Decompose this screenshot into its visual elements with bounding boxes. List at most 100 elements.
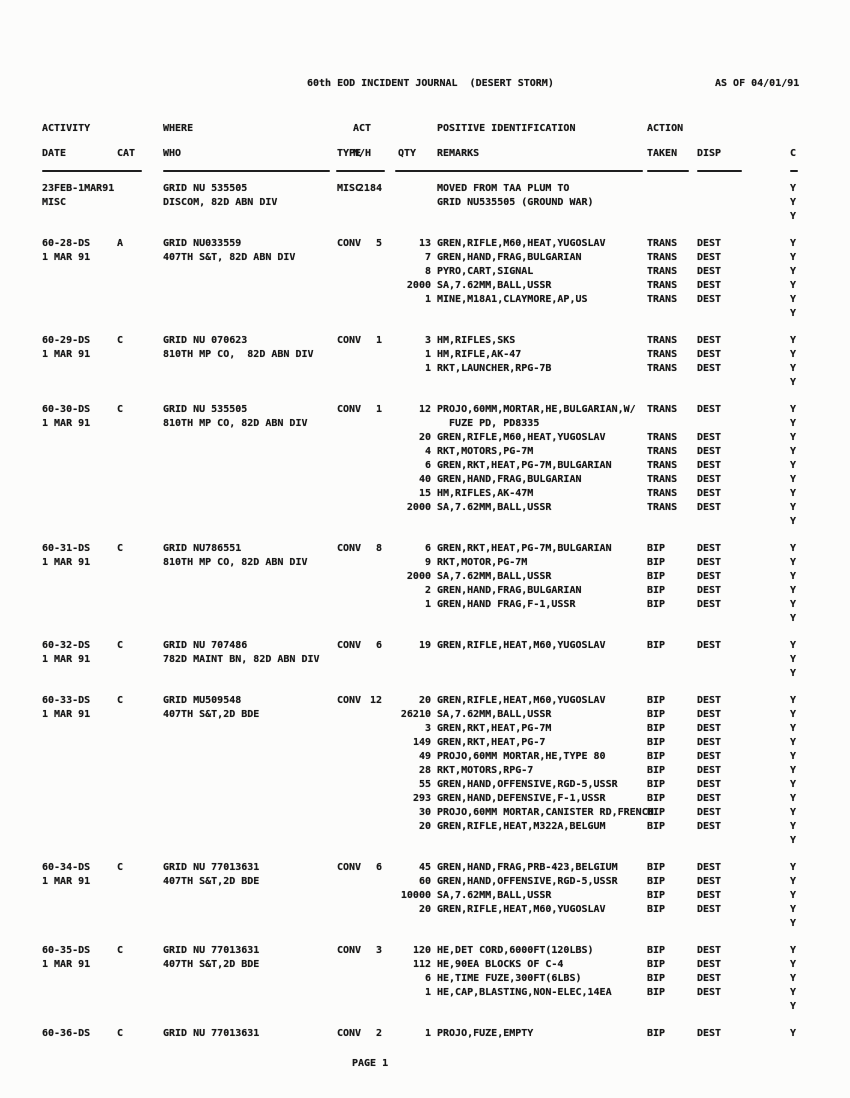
cell-qty: 1 bbox=[424, 599, 431, 610]
cell-qty: 6 bbox=[424, 973, 431, 984]
cell-remarks: HE,CAP,BLASTING,NON-ELEC,14EA bbox=[437, 987, 612, 998]
as-of-date: AS OF 04/01/91 bbox=[715, 78, 800, 89]
journal-line: 1 MAR 91 407TH S&T,2D BDE 26210 SA,7.62MM,B… bbox=[0, 709, 850, 723]
cell-action: TRANS bbox=[647, 280, 678, 291]
cell-qty: 55 bbox=[418, 779, 431, 790]
cell-activity: MISC bbox=[42, 197, 67, 208]
cell-cat: C bbox=[117, 543, 124, 554]
cell-activity: 1 MAR 91 bbox=[42, 557, 91, 568]
cell-remarks: GREN,RIFLE,HEAT,M60,YUGOSLAV bbox=[437, 904, 606, 915]
cell-activity: 1 MAR 91 bbox=[42, 654, 91, 665]
cell-remarks: GREN,HAND FRAG,F-1,USSR bbox=[437, 599, 576, 610]
cell-qty: 6 bbox=[424, 543, 431, 554]
cell-disp: DEST bbox=[697, 973, 722, 984]
cell-c: Y bbox=[790, 516, 797, 527]
journal-line: 30 PROJO,60MM MORTAR,CANISTER RD,FRENCH BI… bbox=[0, 807, 850, 821]
cell-c: Y bbox=[790, 418, 797, 429]
cell-c: Y bbox=[790, 238, 797, 249]
cell-disp: DEST bbox=[697, 363, 722, 374]
cell-action: BIP bbox=[647, 571, 666, 582]
cell-c: Y bbox=[790, 668, 797, 679]
cell-remarks: HM,RIFLES,AK-47M bbox=[437, 488, 534, 499]
cell-remarks: GREN,HAND,FRAG,BULGARIAN bbox=[437, 252, 582, 263]
cell-qty: 10000 bbox=[400, 890, 431, 901]
cell-action: TRANS bbox=[647, 252, 678, 263]
col-activity-label-1: ACTIVITY bbox=[42, 123, 91, 134]
cell-c: Y bbox=[790, 876, 797, 887]
cell-remarks: GREN,RIFLE,HEAT,M322A,BELGUM bbox=[437, 821, 606, 832]
cell-c: Y bbox=[790, 280, 797, 291]
cell-disp: DEST bbox=[697, 904, 722, 915]
cell-c: Y bbox=[790, 211, 797, 222]
cell-where: DISCOM, 82D ABN DIV bbox=[163, 197, 278, 208]
cell-c: Y bbox=[790, 723, 797, 734]
cell-remarks: PROJO,60MM MORTAR,HE,TYPE 80 bbox=[437, 751, 606, 762]
cell-action: TRANS bbox=[647, 404, 678, 415]
cell-cat: C bbox=[117, 1028, 124, 1039]
cell-remarks: HE,DET CORD,6000FT(120LBS) bbox=[437, 945, 594, 956]
cell-activity: 60-35-DS bbox=[42, 945, 91, 956]
cell-disp: DEST bbox=[697, 238, 722, 249]
cell-remarks: RKT,MOTORS,PG-7M bbox=[437, 446, 534, 457]
cell-c: Y bbox=[790, 807, 797, 818]
journal-body: 23FEB-1MAR91 GRID NU 535505 MISC 2184 MOVED … bbox=[0, 183, 850, 1042]
cell-remarks: HE,90EA BLOCKS OF C-4 bbox=[437, 959, 564, 970]
cell-where: GRID NU 070623 bbox=[163, 335, 248, 346]
cell-act: 5 bbox=[375, 238, 382, 249]
col-remarks-label-1: POSITIVE IDENTIFICATION bbox=[437, 123, 576, 134]
cell-disp: DEST bbox=[697, 987, 722, 998]
cell-remarks: MINE,M18A1,CLAYMORE,AP,US bbox=[437, 294, 588, 305]
col-where-label-1: WHERE bbox=[163, 123, 194, 134]
cell-c: Y bbox=[790, 308, 797, 319]
journal-line: 1 HE,CAP,BLASTING,NON-ELEC,14EA BIP DEST Y bbox=[0, 987, 850, 1001]
header-rule-segment bbox=[697, 170, 742, 172]
cell-c: Y bbox=[790, 793, 797, 804]
journal-line: 3 GREN,RKT,HEAT,PG-7M BIP DEST Y bbox=[0, 723, 850, 737]
journal-line: 60-32-DS C GRID NU 707486 CONV 6 19 GREN,RIFLE… bbox=[0, 640, 850, 654]
cell-qty: 2000 bbox=[406, 502, 431, 513]
cell-remarks: GREN,RKT,HEAT,PG-7M,BULGARIAN bbox=[437, 460, 612, 471]
cell-action: TRANS bbox=[647, 294, 678, 305]
cell-disp: DEST bbox=[697, 959, 722, 970]
cell-c: Y bbox=[790, 266, 797, 277]
cell-qty: 20 bbox=[418, 904, 431, 915]
cell-action: BIP bbox=[647, 737, 666, 748]
cell-qty: 12 bbox=[418, 404, 431, 415]
cell-qty: 112 bbox=[412, 959, 431, 970]
cell-c: Y bbox=[790, 640, 797, 651]
journal-line: 60-28-DS A GRID NU033559 CONV 5 13 GREN,RIFLE,… bbox=[0, 238, 850, 252]
cell-c: Y bbox=[790, 585, 797, 596]
cell-c: Y bbox=[790, 613, 797, 624]
cell-where: GRID NU 77013631 bbox=[163, 1028, 260, 1039]
column-header-row-2: DATE CAT WHO TYPE N/H QTY REMARKS TAKEN … bbox=[0, 148, 850, 162]
journal-line: 1 MAR 91 810TH MP CO, 82D ABN DIV FUZE PD… bbox=[0, 418, 850, 432]
cell-remarks: GREN,RIFLE,HEAT,M60,YUGOSLAV bbox=[437, 640, 606, 651]
cell-remarks: RKT,MOTORS,RPG-7 bbox=[437, 765, 534, 776]
cell-remarks: PROJO,60MM MORTAR,CANISTER RD,FRENCH bbox=[437, 807, 654, 818]
journal-line: 293 GREN,HAND,DEFENSIVE,F-1,USSR BIP DEST Y bbox=[0, 793, 850, 807]
cell-activity: 60-29-DS bbox=[42, 335, 91, 346]
journal-line: 20 GREN,RIFLE,M60,HEAT,YUGOSLAV TRANS DEST Y bbox=[0, 432, 850, 446]
cell-type: CONV bbox=[337, 945, 362, 956]
cell-type: CONV bbox=[337, 238, 362, 249]
journal-line: 1 MINE,M18A1,CLAYMORE,AP,US TRANS DEST Y bbox=[0, 294, 850, 308]
cell-remarks: FUZE PD, PD8335 bbox=[437, 418, 540, 429]
cell-remarks: SA,7.62MM,BALL,USSR bbox=[437, 890, 552, 901]
journal-line: 2000 SA,7.62MM,BALL,USSR TRANS DEST Y bbox=[0, 502, 850, 516]
journal-line: 28 RKT,MOTORS,RPG-7 BIP DEST Y bbox=[0, 765, 850, 779]
cell-remarks: SA,7.62MM,BALL,USSR bbox=[437, 280, 552, 291]
cell-c: Y bbox=[790, 197, 797, 208]
cell-qty: 3 bbox=[424, 335, 431, 346]
cell-qty: 293 bbox=[412, 793, 431, 804]
cell-remarks: HM,RIFLES,SKS bbox=[437, 335, 516, 346]
journal-line: 1 MAR 91 407TH S&T,2D BDE 60 GREN,HAND,OFFE… bbox=[0, 876, 850, 890]
cell-action: BIP bbox=[647, 695, 666, 706]
cell-remarks: GREN,RIFLE,M60,HEAT,YUGOSLAV bbox=[437, 432, 606, 443]
cell-disp: DEST bbox=[697, 821, 722, 832]
cell-c: Y bbox=[790, 1028, 797, 1039]
cell-activity: 23FEB-1MAR91 bbox=[42, 183, 115, 194]
journal-line: 10000 SA,7.62MM,BALL,USSR BIP DEST Y bbox=[0, 890, 850, 904]
journal-line: 23FEB-1MAR91 GRID NU 535505 MISC 2184 MOVED … bbox=[0, 183, 850, 197]
journal-line: MISC DISCOM, 82D ABN DIV GRID NU535505 (GR… bbox=[0, 197, 850, 211]
journal-line: 1 MAR 91 782D MAINT BN, 82D ABN DIV Y bbox=[0, 654, 850, 668]
